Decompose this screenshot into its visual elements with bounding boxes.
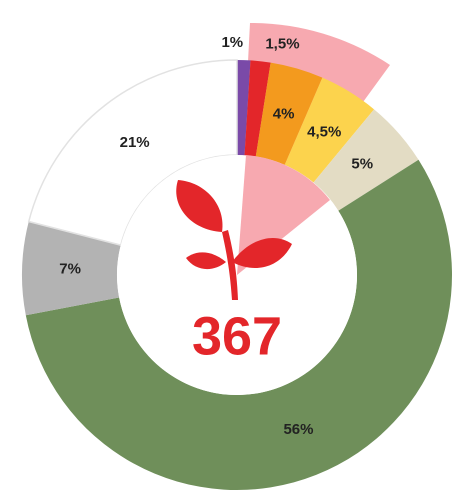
- donut-segment: [284, 77, 375, 183]
- donut-segment: [27, 59, 238, 247]
- center-label: 367: [192, 306, 282, 366]
- donut-segment: [244, 60, 271, 157]
- value-label: 5%: [351, 156, 373, 173]
- value-label: 56%: [283, 421, 313, 438]
- donut-segment: [237, 60, 251, 156]
- value-label: 1%: [221, 34, 243, 51]
- value-label: 4,5%: [307, 124, 341, 141]
- value-label: 4%: [273, 106, 295, 123]
- donut-segment: [255, 62, 323, 165]
- donut-segment: [25, 159, 452, 490]
- value-label: 21%: [120, 134, 150, 151]
- value-label: 7%: [59, 261, 81, 278]
- plant-icon: [176, 180, 292, 300]
- donut-segment: [313, 109, 419, 211]
- ring: [22, 59, 452, 490]
- value-label: 1,5%: [265, 35, 299, 52]
- donut-segment: [22, 221, 121, 316]
